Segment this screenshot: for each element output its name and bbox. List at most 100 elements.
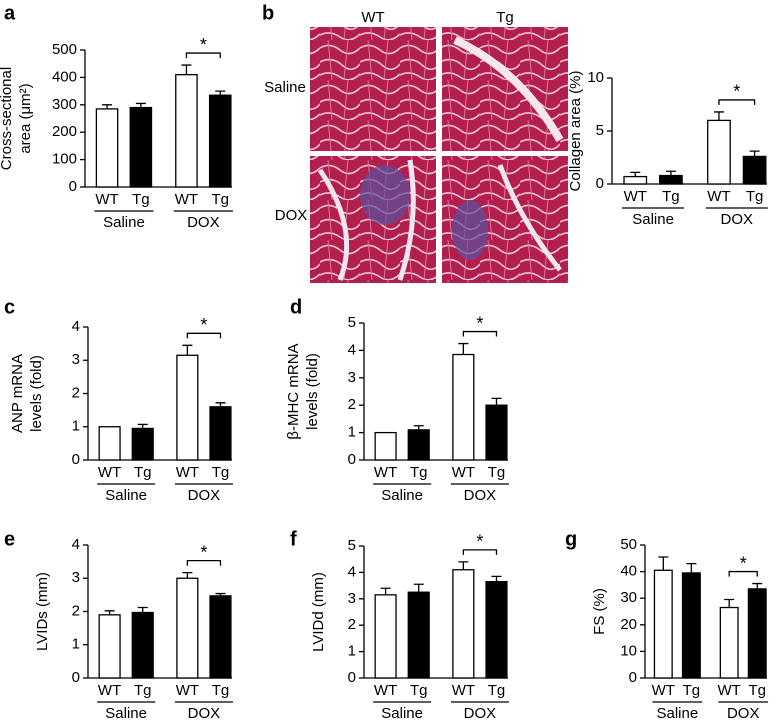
bar: [719, 606, 739, 679]
bar: [659, 174, 683, 185]
x-tick-label: Tg: [211, 191, 229, 208]
fibrosis: [452, 200, 488, 260]
y-axis-label: Collagen area (%): [567, 71, 584, 192]
group-label: DOX: [721, 211, 754, 228]
x-tick-label: Tg: [488, 464, 506, 481]
y-tick-label: 1: [348, 424, 356, 441]
y-tick-label: 100: [52, 151, 77, 168]
y-tick-label: 5: [596, 122, 604, 139]
y-tick-label: 50: [620, 536, 637, 553]
significance-bracket: [186, 332, 222, 339]
bar: [681, 572, 701, 679]
y-tick-label: 300: [52, 96, 77, 113]
row-label: DOX: [275, 207, 308, 224]
error-bar: [658, 556, 669, 571]
bar: [742, 155, 767, 185]
error-bar: [491, 397, 502, 406]
significance-label: *: [733, 82, 740, 102]
y-tick-label: 20: [620, 616, 637, 633]
error-bar: [137, 606, 148, 613]
group-label: Saline: [105, 487, 147, 504]
bar: [653, 569, 673, 679]
y-tick-label: 2: [348, 396, 356, 413]
y-tick-label: 3: [72, 351, 80, 368]
y-tick-label: 10: [620, 642, 637, 659]
panel-letter: g: [565, 528, 577, 550]
significance-bracket: [185, 52, 221, 59]
x-tick-label: WT: [624, 188, 647, 205]
bar: [374, 431, 397, 461]
bar: [95, 108, 119, 188]
significance-label: *: [200, 315, 207, 335]
error-bar: [458, 561, 469, 570]
error-bar: [413, 583, 424, 593]
x-tick-label: WT: [452, 464, 475, 481]
panel-letter: b: [262, 2, 274, 24]
y-tick-label: 0: [72, 669, 80, 686]
significance-label: *: [476, 532, 483, 552]
group-label: DOX: [188, 705, 221, 722]
y-axis-label: FS (%): [591, 588, 608, 635]
error-bar: [137, 423, 148, 429]
significance-label: *: [200, 542, 207, 562]
bar: [209, 406, 232, 461]
y-tick-label: 0: [72, 451, 80, 468]
panel-letter: d: [290, 296, 302, 318]
x-tick-label: Tg: [410, 464, 428, 481]
x-tick-label: WT: [374, 682, 397, 699]
y-axis-label: Cross-sectional: [0, 67, 15, 170]
column-label: WT: [361, 9, 384, 26]
x-tick-label: WT: [175, 191, 198, 208]
panel-letter: f: [290, 528, 297, 550]
error-bar: [104, 610, 115, 615]
bar: [98, 614, 121, 679]
column-label: Tg: [496, 9, 514, 26]
y-tick-label: 5: [348, 314, 356, 331]
bar: [208, 94, 232, 188]
x-tick-label: WT: [707, 188, 730, 205]
bar: [374, 594, 397, 679]
y-tick-label: 400: [52, 68, 77, 85]
y-axis-label: levels (fold): [304, 353, 321, 430]
bar: [707, 119, 731, 185]
x-tick-label: Tg: [683, 682, 701, 699]
error-bar: [749, 150, 760, 157]
x-tick-label: WT: [176, 682, 199, 699]
y-tick-label: 500: [52, 41, 77, 58]
tissue-gap: [317, 159, 562, 281]
group-label: Saline: [656, 705, 698, 722]
x-tick-label: Tg: [134, 464, 152, 481]
error-bar: [752, 582, 763, 589]
y-tick-label: 0: [596, 175, 604, 192]
fibrosis: [360, 165, 410, 225]
y-tick-label: 2: [72, 384, 80, 401]
y-tick-label: 5: [348, 537, 356, 554]
y-axis-label: β-MHC mRNA: [285, 343, 302, 439]
error-bar: [686, 562, 697, 573]
bar: [131, 427, 154, 461]
group-label: DOX: [464, 487, 497, 504]
error-bar: [215, 402, 226, 407]
group-label: Saline: [105, 705, 147, 722]
error-bar: [724, 598, 735, 608]
y-tick-label: 2: [72, 602, 80, 619]
error-bar: [181, 64, 192, 75]
bar: [452, 353, 475, 461]
bar: [407, 591, 430, 679]
y-axis-label: levels (fold): [28, 355, 45, 432]
group-label: Saline: [103, 214, 145, 231]
x-tick-label: WT: [176, 464, 199, 481]
bar: [131, 611, 154, 679]
bar: [129, 106, 153, 188]
error-bar: [380, 587, 391, 595]
x-tick-label: WT: [98, 464, 121, 481]
y-axis-label: area (μm²): [17, 83, 34, 153]
y-tick-label: 200: [52, 123, 77, 140]
error-bar: [135, 102, 146, 108]
y-tick-label: 0: [629, 669, 637, 686]
error-bar: [413, 425, 424, 430]
panel-letter: e: [4, 528, 15, 550]
bar: [452, 569, 475, 679]
y-axis-label: LVIDd (mm): [310, 572, 327, 652]
